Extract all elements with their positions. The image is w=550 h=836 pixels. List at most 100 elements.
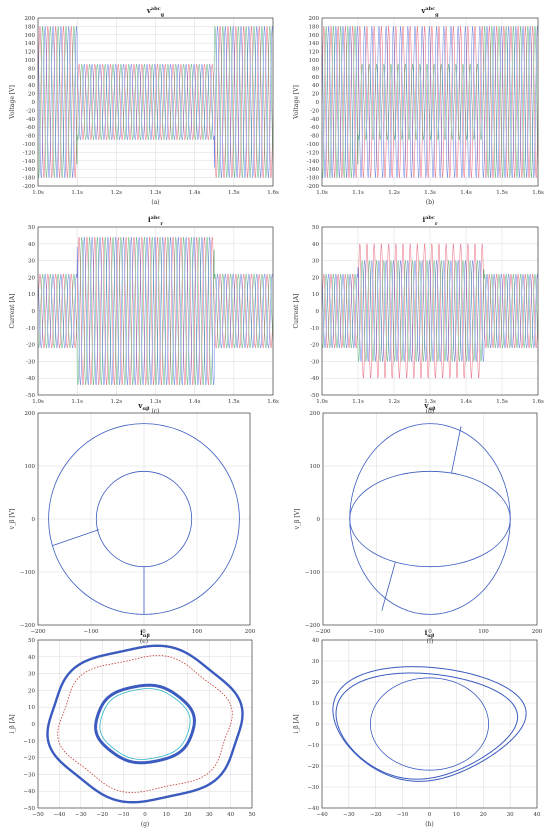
y-tick-label: 140 — [309, 41, 320, 47]
x-tick-label: −30 — [343, 812, 355, 818]
y-tick-label: −20 — [23, 756, 35, 762]
y-tick-label: 100 — [25, 464, 36, 470]
panel-caption: (a) — [151, 199, 159, 206]
y-tick-label: −30 — [307, 785, 319, 791]
y-tick-label: −100 — [20, 570, 36, 576]
y-tick-label: -120 — [23, 150, 36, 156]
x-tick-label: −20 — [370, 812, 382, 818]
transition-segment — [52, 529, 100, 546]
y-tick-label: 30 — [28, 672, 35, 678]
trajectory-loop — [332, 666, 527, 782]
y-tick-label: 20 — [312, 275, 319, 281]
chart-title-main: v — [146, 6, 152, 15]
x-tick-label: 1.2s — [388, 190, 400, 196]
y-tick-label: 40 — [312, 83, 319, 89]
y-tick-label: 0 — [316, 100, 320, 106]
y-tick-label: 20 — [28, 92, 35, 98]
trajectory-loop — [46, 644, 244, 804]
x-tick-label: 1.6s — [532, 399, 544, 405]
panel-d: 1.0s 1.1s 1.2s 1.3s 1.4s 1.5s 1.6s -50 -40 -30 -20… — [293, 215, 544, 415]
panel-h: −40 −30 −20 −10 0 10 20 30 40−40−30−20−100102030… — [293, 628, 541, 828]
series-line-phase-3 — [322, 26, 538, 178]
y-tick-label: -160 — [23, 167, 36, 173]
x-tick-label: 1.6s — [267, 190, 279, 196]
y-tick-label: -60 — [310, 125, 319, 131]
y-tick-label: 50 — [312, 225, 319, 231]
series-line-phase-1 — [322, 25, 538, 179]
y-tick-label: −30 — [23, 772, 35, 778]
x-tick-label: 1.2s — [111, 399, 123, 405]
x-tick-label: 20 — [480, 812, 487, 818]
axes-frame — [321, 639, 538, 809]
y-tick-label: 200 — [25, 411, 36, 417]
plot-area — [349, 423, 511, 615]
x-tick-label: 1.5s — [228, 190, 240, 196]
panel-a: 1.0s 1.1s 1.2s 1.3s 1.4s 1.5s 1.6s-200-180-160… — [9, 6, 279, 206]
y-axis-label: Voltage [V] — [293, 85, 300, 120]
panel-g: −50 −40 −30 −20 −10 0 10 20 30 40 50−50−40−30−20−1… — [9, 628, 256, 828]
y-tick-label: 160 — [309, 33, 320, 39]
series-line-phase-1 — [38, 236, 273, 386]
y-tick-label: -30 — [26, 359, 35, 365]
x-tick-label: 1.0s — [316, 399, 328, 405]
axes-frame — [321, 17, 539, 187]
y-tick-label: 10 — [28, 292, 35, 298]
y-tick-label: −10 — [307, 743, 319, 749]
x-tick-label: 40 — [227, 812, 234, 818]
y-tick-label: -30 — [310, 359, 319, 365]
y-tick-label: -180 — [23, 176, 36, 182]
axes-frame — [37, 17, 274, 187]
x-tick-label: 40 — [534, 812, 541, 818]
y-tick-label: -20 — [310, 343, 319, 349]
series-line-phase-1 — [322, 243, 538, 379]
y-tick-label: -20 — [26, 108, 35, 114]
chart-title-main: i — [422, 215, 425, 224]
chart-title-main: i — [425, 628, 428, 637]
x-tick-label: 1.3s — [424, 190, 436, 196]
y-tick-label: 180 — [25, 24, 36, 30]
y-tick-label: −40 — [23, 789, 35, 795]
x-tick-label: 1.1s — [352, 190, 364, 196]
y-tick-label: 30 — [312, 259, 319, 265]
y-tick-label: 0 — [316, 309, 320, 315]
x-tick-label: −10 — [397, 812, 409, 818]
y-tick-label: -10 — [26, 326, 35, 332]
y-tick-label: -160 — [307, 167, 320, 173]
y-tick-label: 20 — [28, 688, 35, 694]
chart-title-main: v — [423, 401, 429, 410]
y-tick-label: 0 — [32, 100, 36, 106]
y-tick-label: 50 — [28, 225, 35, 231]
y-tick-label: 40 — [28, 655, 35, 661]
y-tick-label: 200 — [310, 411, 321, 417]
plot-area — [322, 243, 538, 379]
chart-title-sub: g — [435, 12, 439, 18]
y-axis-label: v_β [V] — [9, 509, 16, 531]
x-tick-label: 30 — [206, 812, 213, 818]
panel-caption: (b) — [426, 199, 435, 206]
y-tick-label: -40 — [310, 117, 319, 123]
chart-title-sub: αβ — [142, 406, 150, 412]
y-tick-label: 180 — [309, 24, 320, 30]
transition-segment — [451, 426, 462, 474]
x-tick-label: 1.5s — [496, 190, 508, 196]
x-tick-label: −10 — [118, 812, 130, 818]
y-tick-label: 40 — [28, 242, 35, 248]
y-tick-label: -60 — [26, 125, 35, 131]
chart-title-main: i — [148, 215, 151, 224]
chart-title-sup: abc — [425, 215, 435, 221]
y-tick-label: 80 — [312, 66, 319, 72]
panel-caption: (h) — [425, 821, 434, 828]
trajectory-loop — [99, 688, 191, 760]
y-tick-label: −50 — [23, 806, 35, 812]
y-tick-label: -40 — [26, 117, 35, 123]
trajectory-loop — [57, 655, 233, 793]
y-tick-label: -200 — [307, 184, 320, 190]
chart-title-sub: αβ — [427, 633, 435, 639]
y-axis-label: i_β [A] — [9, 714, 16, 733]
y-tick-label: 10 — [28, 705, 35, 711]
x-tick-label: −200 — [315, 629, 331, 635]
y-axis-label: Current [A] — [9, 294, 16, 329]
y-tick-label: 40 — [312, 242, 319, 248]
x-tick-label: 200 — [245, 629, 256, 635]
